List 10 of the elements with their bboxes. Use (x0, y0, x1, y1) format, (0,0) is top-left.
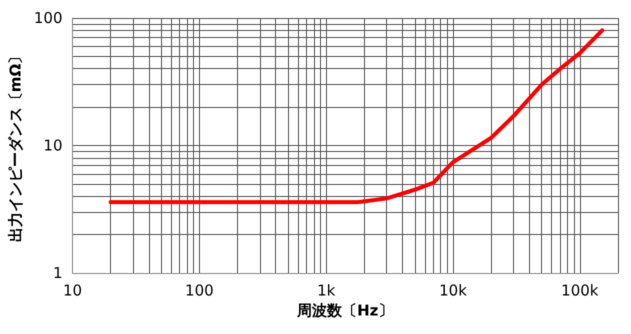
y-tick-label: 1 (52, 264, 63, 282)
x-tick-label: 100k (561, 282, 599, 300)
y-tick-label: 10 (43, 136, 63, 154)
y-axis-title: 出力インピーダンス〔mΩ〕 (6, 48, 24, 242)
x-tick-label: 10 (62, 282, 82, 300)
x-axis-title: 周波数〔Hz〕 (296, 302, 394, 320)
x-tick-label: 1k (317, 282, 336, 300)
x-tick-label: 10k (439, 282, 468, 300)
x-tick-label: 100 (185, 282, 214, 300)
y-tick-label: 100 (34, 9, 63, 27)
